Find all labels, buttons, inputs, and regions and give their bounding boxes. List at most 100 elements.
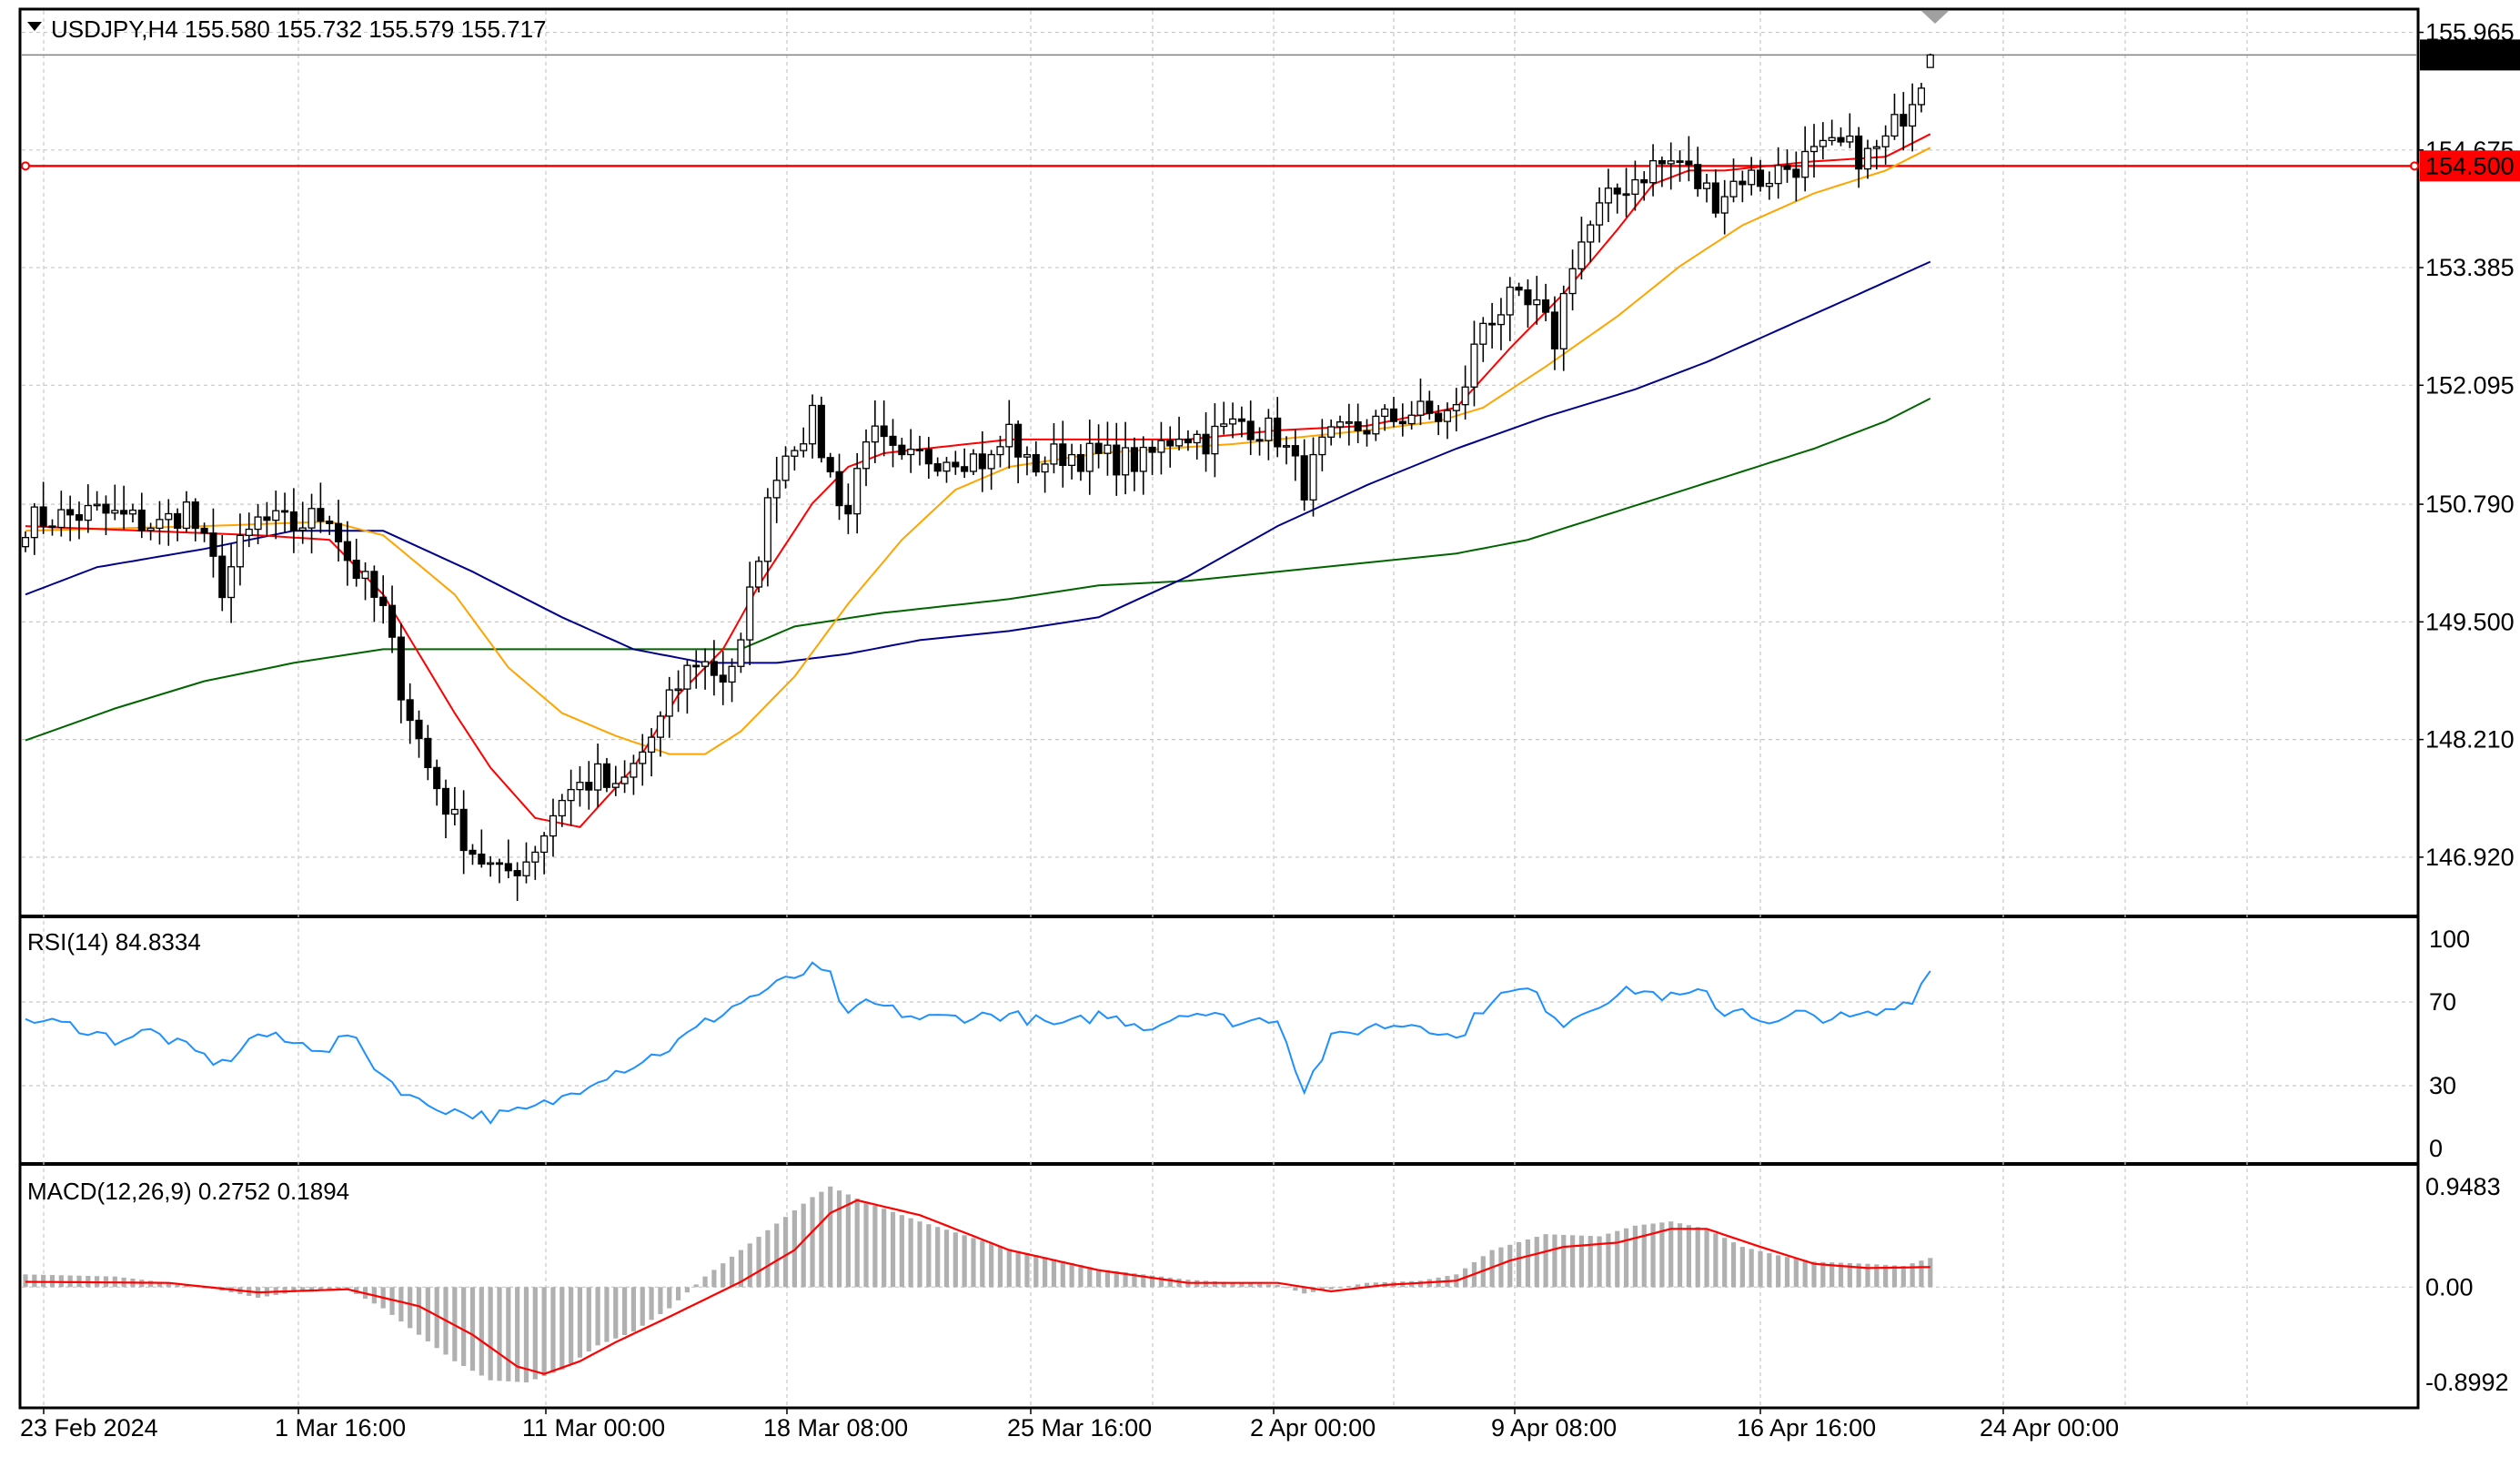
macd-histogram-bar [156, 1281, 163, 1288]
candle-bear [1640, 178, 1648, 184]
candle-bull [1917, 87, 1926, 106]
macd-histogram-bar [1275, 1285, 1280, 1288]
level-line-handle-right[interactable] [2410, 161, 2419, 171]
macd-histogram-bar [595, 1287, 600, 1346]
candle-bear [75, 514, 84, 521]
candle-bull [1282, 445, 1291, 448]
macd-histogram-bar [1006, 1249, 1012, 1288]
candle-bear [326, 521, 334, 524]
macd-histogram-bar [658, 1287, 663, 1314]
macd-histogram-bar [729, 1256, 735, 1288]
candle-bear [915, 449, 924, 451]
candle-bull [791, 450, 799, 457]
candle-bull [683, 664, 691, 690]
macd-histogram-bar [899, 1215, 904, 1288]
macd-histogram-bar [1087, 1267, 1093, 1288]
candle-bear [1246, 420, 1255, 440]
macd-histogram-bar [1739, 1247, 1745, 1288]
price-panel[interactable] [21, 11, 2419, 902]
macd-histogram-bar [586, 1287, 591, 1352]
candle-bear [1014, 423, 1023, 458]
macd-histogram-bar [389, 1287, 395, 1315]
macd-histogram-bar [1552, 1234, 1557, 1288]
candle-bull [1139, 446, 1147, 472]
candle-bull [1372, 415, 1380, 435]
chart-shift-icon[interactable] [1921, 11, 1949, 24]
candle-bear [379, 596, 388, 606]
macd-histogram-bar [1900, 1266, 1906, 1288]
macd-histogram-bar [1883, 1264, 1889, 1288]
macd-histogram-bar [989, 1243, 994, 1288]
candle-bear [1094, 442, 1103, 454]
candle-bear [1274, 417, 1282, 448]
candle-bear [978, 453, 986, 470]
candle-bear [1622, 193, 1630, 197]
candle-bull [111, 510, 119, 514]
candle-bear [1237, 418, 1245, 422]
candle-bear [441, 787, 450, 815]
macd-histogram-bar [32, 1274, 37, 1288]
macd-histogram-bar [497, 1287, 502, 1381]
candle-bear [102, 503, 110, 514]
macd-histogram-bar [1820, 1261, 1826, 1288]
candle-bull [1479, 322, 1487, 345]
candle-bear [469, 849, 477, 855]
macd-histogram-bar [1310, 1287, 1316, 1292]
candle-bull [594, 763, 602, 791]
macd-histogram-bar [765, 1229, 771, 1288]
candle-bear [433, 766, 441, 790]
macd-histogram-bar [1060, 1260, 1065, 1288]
candle-bear [933, 462, 942, 472]
candle-bear [1398, 420, 1406, 425]
macd-histogram-bar [1659, 1222, 1665, 1288]
macd-histogram-bar [1650, 1223, 1656, 1288]
candle-bear [1148, 446, 1156, 453]
macd-histogram-bar [1561, 1234, 1567, 1288]
candle-bear [898, 444, 906, 456]
candle-bull [1720, 196, 1729, 214]
macd-histogram-bar [1730, 1242, 1737, 1288]
candle-bear [281, 510, 289, 513]
candle-bear [602, 763, 610, 788]
macd-histogram-bar [469, 1287, 476, 1371]
time-tick-label: 9 Apr 08:00 [1491, 1414, 1617, 1442]
candle-bull [648, 736, 656, 754]
current-price-label: 155.717 [2425, 41, 2515, 68]
macd-histogram-bar [854, 1198, 860, 1288]
time-scale[interactable]: 23 Feb 2024 1 Mar 16:00 11 Mar 00:00 18 Mar… [20, 1408, 2119, 1442]
candle-bull [487, 862, 495, 865]
candle-bull [781, 455, 790, 481]
candle-bear [1792, 168, 1800, 178]
rsi-tick-label: 70 [2429, 988, 2456, 1016]
collapse-arrow-icon[interactable] [27, 22, 42, 31]
level-line-handle-left[interactable] [21, 161, 30, 171]
candle-bull [1265, 417, 1273, 441]
macd-histogram-bar [1928, 1258, 1933, 1288]
candle-bull [1175, 439, 1184, 447]
candle-bull [1041, 463, 1049, 473]
candle-bull [1407, 414, 1416, 425]
candle-bull [1774, 165, 1782, 185]
candle-bull [1068, 453, 1076, 467]
rsi-panel[interactable] [25, 961, 1931, 1125]
candle-bull [156, 519, 164, 530]
candle-bear [478, 853, 486, 865]
candle-bear [137, 509, 146, 531]
macd-histogram-bar [398, 1287, 404, 1322]
macd-histogram-bar [1767, 1253, 1772, 1288]
candle-bear [66, 509, 75, 516]
candle-bear [352, 560, 360, 580]
macd-histogram-bar [1543, 1234, 1548, 1288]
candle-bull [540, 835, 549, 854]
macd-histogram-bar [1686, 1225, 1691, 1288]
macd-histogram-bar [1517, 1241, 1522, 1288]
macd-histogram-bar [756, 1237, 761, 1288]
candle-bull [808, 404, 817, 445]
candle-bull [1416, 400, 1425, 416]
macd-panel[interactable] [23, 1186, 1933, 1383]
candle-bull [1909, 104, 1917, 127]
macd-tick-label: 0.00 [2425, 1273, 2474, 1300]
macd-histogram-bar [1525, 1239, 1531, 1288]
candle-bear [826, 457, 834, 473]
